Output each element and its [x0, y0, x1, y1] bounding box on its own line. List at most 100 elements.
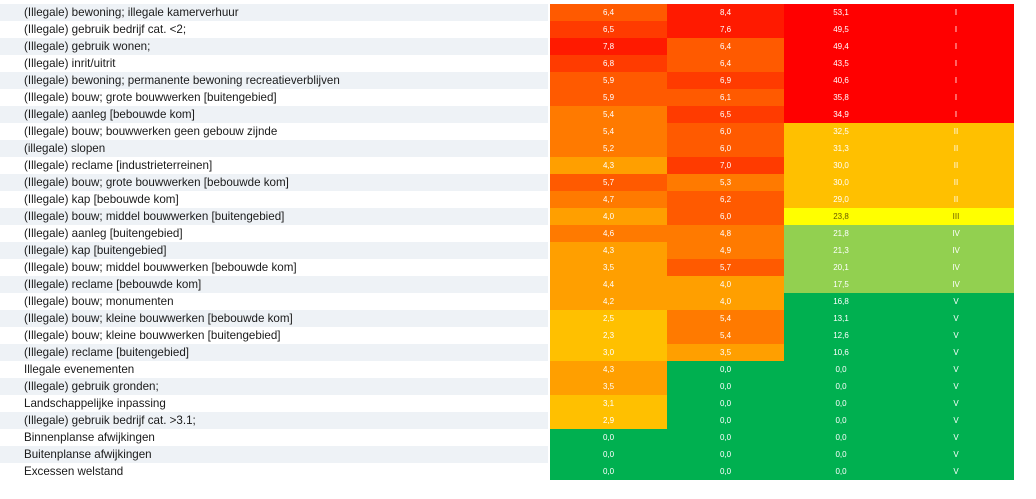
row-label: Buitenplanse afwijkingen [0, 446, 548, 463]
table-row: (illegale) slopen 5,2 6,0 31,3 II [0, 140, 1036, 157]
column-gap [548, 361, 550, 378]
column-gap [548, 140, 550, 157]
value-cell-1: 0,0 [550, 429, 667, 446]
value-cell-2: 6,5 [667, 106, 784, 123]
value-cell-2: 7,0 [667, 157, 784, 174]
class-cell: V [898, 412, 1014, 429]
column-gap [548, 463, 550, 480]
value-cell-2: 8,4 [667, 4, 784, 21]
class-cell: I [898, 55, 1014, 72]
class-cell: IV [898, 276, 1014, 293]
score-cell: 10,6 [784, 344, 898, 361]
value-cell-1: 0,0 [550, 463, 667, 480]
score-cell: 30,0 [784, 157, 898, 174]
row-label: Excessen welstand [0, 463, 548, 480]
value-cell-1: 6,8 [550, 55, 667, 72]
class-cell: IV [898, 259, 1014, 276]
class-cell: I [898, 4, 1014, 21]
row-label: (Illegale) bouw; kleine bouwwerken [buit… [0, 327, 548, 344]
table-row: (Illegale) inrit/uitrit 6,8 6,4 43,5 I [0, 55, 1036, 72]
value-cell-2: 5,3 [667, 174, 784, 191]
value-cell-2: 0,0 [667, 446, 784, 463]
row-label: (Illegale) aanleg [bebouwde kom] [0, 106, 548, 123]
column-gap [548, 446, 550, 463]
table-row: (Illegale) bouw; bouwwerken geen gebouw … [0, 123, 1036, 140]
value-cell-1: 6,4 [550, 4, 667, 21]
column-gap [548, 38, 550, 55]
column-gap [548, 72, 550, 89]
score-cell: 23,8 [784, 208, 898, 225]
value-cell-1: 5,4 [550, 123, 667, 140]
value-cell-1: 5,9 [550, 72, 667, 89]
row-label: (Illegale) bouw; grote bouwwerken [bebou… [0, 174, 548, 191]
class-cell: V [898, 310, 1014, 327]
score-cell: 12,6 [784, 327, 898, 344]
row-label: (Illegale) bewoning; illegale kamerverhu… [0, 4, 548, 21]
column-gap [548, 395, 550, 412]
row-label: (Illegale) kap [buitengebied] [0, 242, 548, 259]
class-cell: I [898, 21, 1014, 38]
value-cell-2: 6,2 [667, 191, 784, 208]
class-cell: I [898, 72, 1014, 89]
score-cell: 0,0 [784, 429, 898, 446]
score-cell: 31,3 [784, 140, 898, 157]
table-row: (Illegale) gebruik bedrijf cat. <2; 6,5 7,… [0, 21, 1036, 38]
table-row: (Illegale) aanleg [bebouwde kom] 5,4 6,5 34… [0, 106, 1036, 123]
value-cell-1: 3,0 [550, 344, 667, 361]
table-row: (Illegale) reclame [bebouwde kom] 4,4 4,0 1… [0, 276, 1036, 293]
score-cell: 21,3 [784, 242, 898, 259]
column-gap [548, 412, 550, 429]
column-gap [548, 21, 550, 38]
row-label: (Illegale) reclame [bebouwde kom] [0, 276, 548, 293]
column-gap [548, 55, 550, 72]
table-row: Buitenplanse afwijkingen 0,0 0,0 0,0 V [0, 446, 1036, 463]
score-cell: 49,4 [784, 38, 898, 55]
score-cell: 29,0 [784, 191, 898, 208]
column-gap [548, 344, 550, 361]
score-cell: 53,1 [784, 4, 898, 21]
row-label: (Illegale) bouw; kleine bouwwerken [bebo… [0, 310, 548, 327]
table-row: (Illegale) bouw; kleine bouwwerken [buit… [0, 327, 1036, 344]
value-cell-1: 4,6 [550, 225, 667, 242]
value-cell-2: 6,1 [667, 89, 784, 106]
table-row: Binnenplanse afwijkingen 0,0 0,0 0,0 V [0, 429, 1036, 446]
row-label: (Illegale) bouw; monumenten [0, 293, 548, 310]
column-gap [548, 327, 550, 344]
class-cell: I [898, 106, 1014, 123]
value-cell-2: 6,4 [667, 55, 784, 72]
row-label: Landschappelijke inpassing [0, 395, 548, 412]
table-row: (Illegale) reclame [buitengebied] 3,0 3,5 1… [0, 344, 1036, 361]
class-cell: III [898, 208, 1014, 225]
spreadsheet-table: (Illegale) bewoning; illegale kamerverhu… [0, 4, 1036, 480]
row-label: (Illegale) bouw; middel bouwwerken [bebo… [0, 259, 548, 276]
value-cell-1: 5,4 [550, 106, 667, 123]
value-cell-1: 5,7 [550, 174, 667, 191]
column-gap [548, 310, 550, 327]
score-cell: 0,0 [784, 446, 898, 463]
value-cell-2: 4,0 [667, 293, 784, 310]
score-cell: 13,1 [784, 310, 898, 327]
column-gap [548, 123, 550, 140]
score-cell: 40,6 [784, 72, 898, 89]
value-cell-2: 0,0 [667, 463, 784, 480]
score-cell: 0,0 [784, 395, 898, 412]
table-row: (Illegale) reclame [industrieterreinen] 4… [0, 157, 1036, 174]
value-cell-1: 4,0 [550, 208, 667, 225]
row-label: (Illegale) gebruik wonen; [0, 38, 548, 55]
table-row: Illegale evenementen 4,3 0,0 0,0 V [0, 361, 1036, 378]
class-cell: V [898, 429, 1014, 446]
value-cell-2: 0,0 [667, 429, 784, 446]
row-label: (Illegale) bouw; bouwwerken geen gebouw … [0, 123, 548, 140]
value-cell-1: 2,3 [550, 327, 667, 344]
class-cell: I [898, 38, 1014, 55]
table-row: (Illegale) gebruik bedrijf cat. >3.1; 2,9… [0, 412, 1036, 429]
class-cell: II [898, 123, 1014, 140]
row-label: (Illegale) reclame [industrieterreinen] [0, 157, 548, 174]
column-gap [548, 157, 550, 174]
score-cell: 21,8 [784, 225, 898, 242]
value-cell-2: 4,9 [667, 242, 784, 259]
class-cell: V [898, 463, 1014, 480]
row-label: Illegale evenementen [0, 361, 548, 378]
row-label: (Illegale) gebruik bedrijf cat. <2; [0, 21, 548, 38]
score-cell: 43,5 [784, 55, 898, 72]
